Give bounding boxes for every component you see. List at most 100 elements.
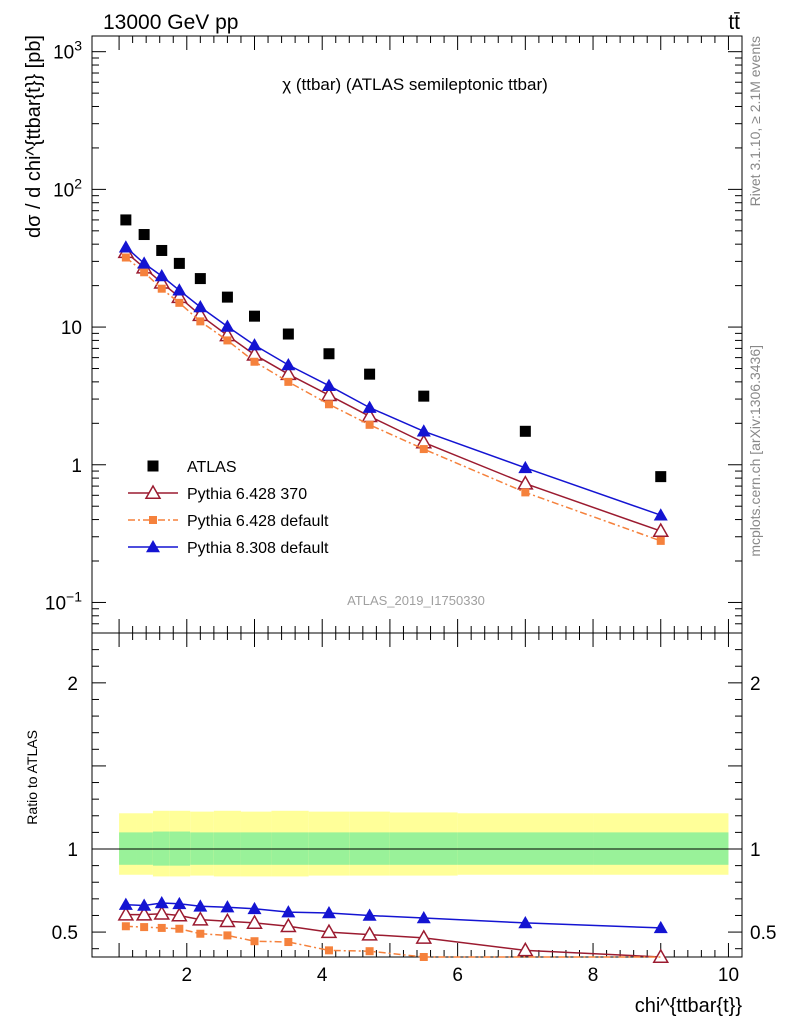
pythia6-default-point xyxy=(324,400,333,409)
energy-label: 13000 GeV pp xyxy=(103,11,238,34)
pythia6-370-point xyxy=(117,906,135,921)
plot-title: χ (ttbar) (ATLAS semileptonic ttbar) xyxy=(282,75,548,94)
pythia8-default-point xyxy=(118,240,133,253)
y-tick-label: 1 xyxy=(71,456,82,477)
pythia6-370-point xyxy=(280,917,297,933)
pythia6-default-point xyxy=(157,284,166,293)
ratio-series-line xyxy=(125,913,661,958)
pythia6-370-point xyxy=(219,912,236,928)
rivet-label: Rivet 3.1.10, ≥ 2.1M events xyxy=(747,36,763,206)
pythia6-370-point xyxy=(320,923,338,939)
pythia6-default-point xyxy=(149,516,157,524)
pythia6-370-point xyxy=(361,926,378,941)
pythia6-370-point xyxy=(144,484,162,499)
pythia6-default-point xyxy=(175,924,184,933)
pythia8-default-point xyxy=(193,299,208,313)
pythia6-370-point xyxy=(135,906,153,921)
y-tick-label: 10 xyxy=(61,318,82,339)
pythia6-default-point xyxy=(365,420,374,429)
pythia6-370-point xyxy=(517,475,534,490)
pythia6-default-point xyxy=(140,923,149,932)
pythia6-default-point xyxy=(196,929,205,938)
pythia8-default-point xyxy=(247,901,262,915)
pythia6-default-point xyxy=(419,445,428,454)
pythia8-default-point xyxy=(321,378,336,391)
atlas-data-point xyxy=(173,257,185,269)
pythia8-default-point xyxy=(220,319,235,332)
pythia6-default-point xyxy=(324,946,333,955)
pythia6-default-point xyxy=(250,357,259,366)
legend: ATLAS Pythia 6.428 370 Pythia 6.428 defaul… xyxy=(128,459,329,557)
ratio-y-tick-label: 1 xyxy=(67,840,78,861)
x-tick-label: 10 xyxy=(718,965,739,986)
ratio-y-tick-label: 0.5 xyxy=(52,923,78,944)
main-series xyxy=(117,214,670,545)
pythia8-default-point xyxy=(137,256,152,269)
pythia6-default-point xyxy=(419,953,428,961)
ratio-y-tick-label-right: 2 xyxy=(750,674,761,695)
pythia6-default-point xyxy=(157,923,166,932)
atlas-data-point xyxy=(249,310,260,322)
mcplots-label: mcplots.cern.ch [arXiv:1306.3436] xyxy=(747,345,763,557)
pythia8-default-point xyxy=(362,908,377,921)
analysis-id: ATLAS_2019_I1750330 xyxy=(347,593,485,608)
pythia6-370-point xyxy=(246,914,263,929)
atlas-data-point xyxy=(147,460,159,472)
atlas-data-point xyxy=(519,425,531,437)
x-tick-label: 6 xyxy=(452,965,463,986)
pythia6-default-point xyxy=(175,298,184,307)
pythia6-default-point xyxy=(140,268,149,277)
pythia6-default-point xyxy=(121,253,130,262)
pythia8-default-point xyxy=(518,460,533,474)
pythia6-370-point xyxy=(153,905,171,920)
atlas-data-point xyxy=(364,368,376,380)
pythia8-default-point xyxy=(154,268,169,282)
legend-label: Pythia 6.428 default xyxy=(187,513,329,530)
pythia8-default-point xyxy=(172,283,187,296)
pythia6-default-point xyxy=(284,938,293,947)
atlas-data-point xyxy=(120,214,132,226)
pythia6-default-point xyxy=(223,931,232,940)
x-tick-label: 2 xyxy=(182,965,193,986)
y-tick-label: 103 xyxy=(53,38,82,64)
atlas-data-point xyxy=(655,471,667,483)
pythia8-default-point xyxy=(321,905,336,919)
pythia8-default-point xyxy=(118,897,133,910)
ratio-y-tick-label-right: 0.5 xyxy=(750,923,776,944)
pythia6-default-point xyxy=(365,947,374,956)
legend-label: Pythia 8.308 default xyxy=(187,540,329,557)
ratio-y-tick-label: 2 xyxy=(67,674,78,695)
legend-label: Pythia 6.428 370 xyxy=(187,486,307,503)
pythia8-default-point xyxy=(416,424,431,437)
pythia6-default-point xyxy=(223,336,232,345)
pythia8-default-point xyxy=(172,896,187,910)
pythia8-default-point xyxy=(220,900,235,913)
ratio-y-axis-label: Ratio to ATLAS xyxy=(24,730,40,825)
y-tick-label: 10−1 xyxy=(45,588,82,614)
pythia6-370-point xyxy=(517,941,534,957)
atlas-data-point xyxy=(282,328,294,340)
pythia8-default-point xyxy=(518,915,533,929)
process-label: tt̄ xyxy=(728,11,740,34)
atlas-data-point xyxy=(156,244,168,256)
ratio-panel-frame xyxy=(91,632,743,958)
pythia8-default-point xyxy=(193,899,208,912)
pythia6-default-point xyxy=(121,922,130,931)
pythia6-default-point xyxy=(284,377,293,386)
x-tick-label: 8 xyxy=(588,965,599,986)
pythia8-default-point xyxy=(137,898,152,911)
pythia6-default-point xyxy=(656,536,665,545)
pythia8-default-point xyxy=(653,508,668,521)
ratio-uncertainty-bands xyxy=(119,810,729,877)
x-axis-label: chi^{ttbar{t}} xyxy=(635,995,743,1017)
pythia6-default-point xyxy=(250,937,259,946)
y-tick-label: 102 xyxy=(53,175,82,201)
ratio-y-tick-label-right: 1 xyxy=(750,840,761,861)
pythia6-370-point xyxy=(415,929,433,944)
pythia8-default-point xyxy=(281,358,296,371)
ratio-series xyxy=(117,896,670,963)
pythia6-370-point xyxy=(652,948,670,963)
legend-label: ATLAS xyxy=(187,459,237,476)
pythia8-default-point xyxy=(653,920,668,934)
